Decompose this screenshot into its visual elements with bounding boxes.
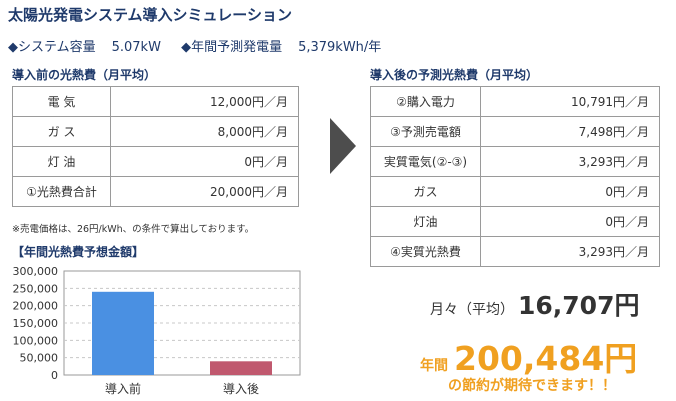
annual-value: 200,484円: [454, 339, 638, 378]
row-value: 0円／月: [480, 206, 660, 237]
row-value: 20,000円／月: [110, 176, 299, 207]
table-row: ガ ス 8,000円／月: [12, 116, 299, 147]
row-value: 0円／月: [110, 146, 299, 177]
table-row: 灯油 0円／月: [370, 206, 660, 237]
row-value: 3,293円／月: [480, 236, 660, 267]
generation-label: ◆年間予測発電量: [181, 40, 283, 55]
row-label: ③予測売電額: [370, 116, 481, 147]
before-heading: 導入前の光熱費（月平均）: [12, 68, 157, 82]
row-value: 3,293円／月: [480, 146, 660, 177]
monthly-value: 16,707円: [518, 291, 640, 320]
y-tick-label: 50,000: [20, 352, 59, 365]
table-row: 実質電気(②-③) 3,293円／月: [370, 146, 660, 177]
y-tick-label: 250,000: [13, 282, 59, 295]
capacity-value: 5.07kW: [111, 40, 161, 55]
row-label: 電 気: [12, 86, 111, 117]
row-value: 10,791円／月: [480, 86, 660, 117]
right-arrow-icon: [330, 118, 356, 174]
bar: [92, 291, 154, 375]
row-label: ②購入電力: [370, 86, 481, 117]
row-value: 0円／月: [480, 176, 660, 207]
table-row: ガス 0円／月: [370, 176, 660, 207]
row-value: 7,498円／月: [480, 116, 660, 147]
monthly-label: 月々（平均）: [430, 302, 514, 318]
after-heading: 導入後の予測光熱費（月平均）: [370, 68, 539, 82]
annual-cost-chart: 0 50,000 100,000 150,000 200,000 250,000 300,0…: [13, 265, 301, 396]
row-value: 12,000円／月: [110, 86, 299, 117]
saving-message: の節約が期待できます！！: [448, 378, 616, 394]
y-tick-label: 150,000: [13, 317, 59, 330]
bar: [210, 361, 272, 375]
price-note: ※売電価格は、26円/kWh、の条件で算出しております。: [12, 224, 255, 235]
before-cost-table: 電 気 12,000円／月 ガ ス 8,000円／月 灯 油 0円／月 ①光熱費…: [12, 86, 299, 207]
chart-heading: 【年間光熱費予想金額】: [12, 245, 145, 259]
y-tick-label: 100,000: [13, 334, 59, 347]
row-value: 8,000円／月: [110, 116, 299, 147]
row-label: 灯 油: [12, 146, 111, 177]
row-label: ①光熱費合計: [12, 176, 111, 207]
table-row: ③予測売電額 7,498円／月: [370, 116, 660, 147]
y-tick-label: 0: [51, 369, 58, 382]
row-label: ④実質光熱費: [370, 236, 481, 267]
system-specs: ◆システム容量 5.07kW ◆年間予測発電量 5,379kWh/年: [8, 36, 397, 55]
capacity-label: ◆システム容量: [8, 40, 96, 55]
y-tick-label: 200,000: [13, 300, 59, 313]
table-row: ②購入電力 10,791円／月: [370, 86, 660, 117]
table-row: 灯 油 0円／月: [12, 146, 299, 177]
generation-value: 5,379kWh/年: [298, 40, 382, 55]
monthly-savings: 月々（平均） 16,707円: [430, 286, 639, 322]
row-label: ガス: [370, 176, 481, 207]
y-tick-label: 300,000: [13, 265, 59, 278]
table-row: ④実質光熱費 3,293円／月: [370, 236, 660, 267]
annual-savings: 年間 200,484円: [420, 332, 637, 380]
page-title: 太陽光発電システム導入シミュレーション: [8, 6, 292, 24]
row-label: ガ ス: [12, 116, 111, 147]
x-tick-label: 導入後: [223, 382, 259, 396]
table-row: 電 気 12,000円／月: [12, 86, 299, 117]
after-cost-table: ②購入電力 10,791円／月 ③予測売電額 7,498円／月 実質電気(②-③…: [370, 86, 660, 267]
table-row: ①光熱費合計 20,000円／月: [12, 176, 299, 207]
annual-label: 年間: [420, 358, 448, 374]
x-tick-label: 導入前: [105, 381, 141, 396]
row-label: 灯油: [370, 206, 481, 237]
row-label: 実質電気(②-③): [370, 146, 481, 177]
